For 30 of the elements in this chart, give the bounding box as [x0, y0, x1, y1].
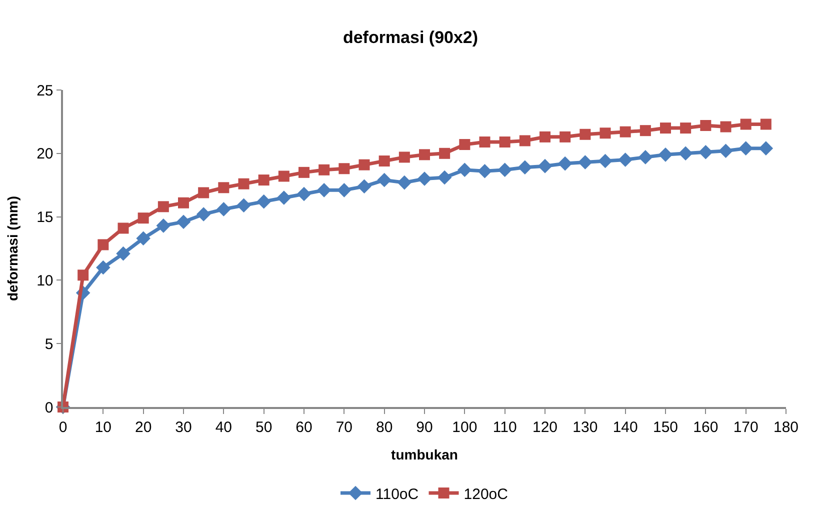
legend-label: 110oC: [376, 486, 419, 503]
x-tick-label: 70: [336, 418, 353, 436]
x-tick-label: 120: [532, 418, 558, 436]
x-tick-label: 170: [733, 418, 758, 436]
x-tick-label: 30: [175, 418, 192, 436]
x-tick-label: 180: [773, 418, 799, 436]
y-tick-label: 0: [44, 399, 54, 416]
y-tick-label: 10: [36, 272, 54, 290]
x-tick-label: 90: [416, 418, 433, 436]
x-axis-title: tumbukan: [391, 446, 458, 463]
x-tick-label: 110: [492, 418, 517, 436]
x-tick-label: 140: [612, 418, 638, 436]
x-tick-label: 20: [134, 418, 152, 436]
x-tick-label: 10: [94, 418, 112, 436]
x-tick-label: 50: [255, 418, 272, 436]
x-tick-label: 0: [58, 418, 68, 436]
x-tick-label: 150: [652, 418, 678, 436]
y-tick-label: 20: [36, 146, 54, 163]
x-tick-label: 40: [215, 418, 232, 436]
x-tick-label: 80: [376, 418, 393, 436]
legend-label: 120oC: [464, 486, 508, 503]
y-tick-label: 5: [44, 336, 54, 353]
x-tick-label: 130: [572, 418, 598, 436]
x-tick-label: 100: [452, 418, 478, 436]
y-tick-label: 15: [36, 209, 54, 226]
y-tick-label: 25: [36, 82, 54, 100]
y-axis-title: deformasi (mm): [4, 196, 21, 302]
chart-title: deformasi (90x2): [342, 28, 478, 48]
x-tick-label: 60: [296, 418, 312, 436]
x-tick-label: 160: [693, 418, 718, 436]
